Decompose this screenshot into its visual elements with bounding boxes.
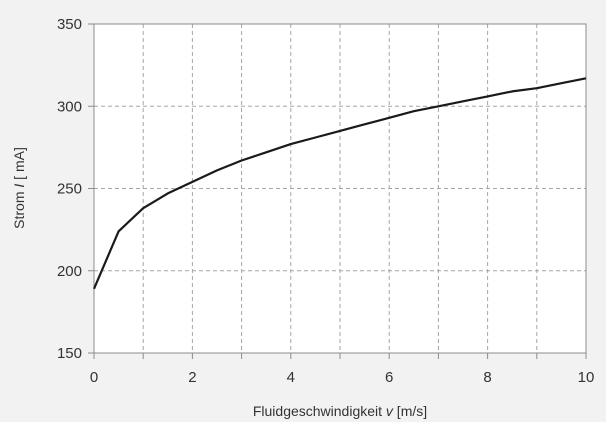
x-tick-label: 0 [90, 369, 98, 386]
x-tick-labels: 0 2 4 6 8 10 [90, 369, 595, 386]
y-axis-title-unit: [ mA] [11, 147, 27, 184]
x-axis-title-text: Fluidgeschwindigkeit [253, 403, 386, 419]
x-axis-title: Fluidgeschwindigkeit v [m/s] [253, 403, 427, 419]
x-axis-title-unit: [m/s] [393, 403, 427, 419]
x-tick-label: 6 [385, 369, 393, 386]
y-tick-label: 350 [57, 16, 82, 33]
y-axis-title-text: Strom [11, 188, 27, 229]
y-axis-title: Strom I [ mA] [11, 147, 27, 229]
y-tick-label: 150 [57, 345, 82, 362]
x-tick-label: 2 [188, 369, 196, 386]
y-tick-label: 250 [57, 181, 82, 198]
y-tick-labels: 150 200 250 300 350 [57, 16, 82, 362]
x-tick-label: 4 [287, 369, 295, 386]
x-tick-label: 10 [578, 369, 595, 386]
x-tick-label: 8 [483, 369, 491, 386]
y-tick-label: 200 [57, 263, 82, 280]
y-tick-label: 300 [57, 98, 82, 115]
